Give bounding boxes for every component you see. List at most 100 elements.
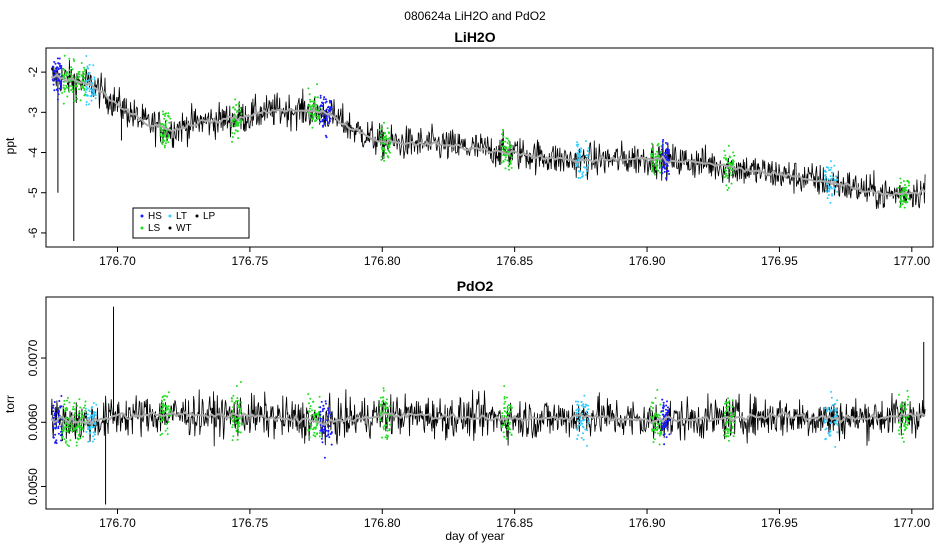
calibration-point [236, 397, 239, 400]
calibration-cluster [823, 160, 839, 204]
calibration-point [666, 151, 669, 154]
calibration-point [380, 155, 383, 158]
calibration-cluster [378, 387, 392, 440]
calibration-point [577, 419, 580, 422]
calibration-point [660, 169, 663, 171]
calibration-point [665, 408, 667, 411]
calibration-point [503, 415, 506, 417]
calibration-point [55, 426, 58, 429]
calibration-point [83, 68, 86, 71]
calibration-point [667, 410, 670, 412]
calibration-point [77, 77, 79, 80]
calibration-point [656, 388, 659, 391]
calibration-point [58, 73, 61, 76]
calibration-point [389, 141, 391, 144]
calibration-point [312, 428, 315, 430]
calibration-point [159, 434, 162, 436]
calibration-point [732, 160, 735, 163]
calibration-point [83, 76, 86, 79]
calibration-point [381, 436, 384, 439]
x-tick-label: 176.75 [232, 516, 269, 530]
calibration-point [732, 151, 735, 154]
calibration-point [73, 412, 76, 414]
calibration-point [322, 432, 325, 434]
raw-series-layer [50, 59, 926, 210]
calibration-point [664, 423, 667, 426]
calibration-point [733, 421, 736, 424]
calibration-point [75, 441, 78, 444]
calibration-point [324, 98, 327, 101]
calibration-point [665, 413, 668, 415]
calibration-point [83, 406, 85, 409]
calibration-point [733, 412, 735, 415]
calibration-point [382, 428, 385, 430]
calibration-point [661, 146, 664, 149]
calibration-point [238, 422, 241, 425]
calibration-point [237, 406, 240, 409]
calibration-point [384, 401, 387, 404]
calibration-point [382, 404, 385, 407]
calibration-point [310, 414, 313, 417]
calibration-point [163, 139, 165, 142]
calibration-point [389, 143, 391, 146]
calibration-point [77, 413, 80, 416]
calibration-point [665, 420, 668, 423]
calibration-point [387, 131, 390, 134]
calibration-point [509, 146, 512, 149]
calibration-point [729, 422, 732, 425]
calibration-point [836, 420, 838, 422]
calibration-point [386, 417, 389, 420]
calibration-point [383, 159, 386, 162]
calibration-point [576, 428, 579, 431]
calibration-point [668, 433, 671, 436]
calibration-point [162, 416, 165, 419]
calibration-point [579, 149, 582, 152]
calibration-point [85, 430, 88, 433]
calibration-cluster [159, 391, 172, 436]
calibration-point [502, 128, 504, 131]
calibration-point [92, 402, 95, 404]
calibration-point [658, 443, 661, 446]
calibration-point [70, 89, 73, 92]
calibration-point [164, 115, 166, 117]
calibration-point [64, 441, 67, 444]
calibration-point [162, 113, 165, 116]
calibration-point [380, 403, 383, 406]
calibration-point [501, 414, 504, 417]
calibration-point [52, 436, 55, 439]
x-axis: 176.70 176.75 176.80 176.85 176.90 176.95 177.… [99, 509, 930, 530]
calibration-point [508, 428, 511, 431]
calibration-point [386, 402, 389, 405]
calibration-point [65, 73, 68, 75]
calibration-point [159, 411, 162, 414]
calibration-point [383, 121, 385, 124]
calibration-point [901, 203, 904, 206]
calibration-point [722, 434, 725, 437]
calibration-point [504, 400, 507, 403]
calibration-point [586, 156, 589, 159]
calibration-point [899, 198, 902, 201]
calibration-point [76, 73, 79, 76]
calibration-point [85, 103, 88, 106]
y-axis-label: ppt [3, 137, 17, 154]
calibration-point [320, 437, 323, 440]
y-axis: 0.0050 0.0060 0.0070 [26, 339, 46, 505]
calibration-point [726, 427, 729, 430]
calibration-point [503, 385, 506, 388]
calibration-point [160, 123, 163, 125]
calibration-point [906, 398, 909, 401]
calibration-point [503, 410, 506, 413]
calibration-point [69, 439, 72, 442]
calibration-point [165, 119, 168, 122]
calibration-point [59, 67, 62, 70]
calibration-point [65, 426, 68, 428]
calibration-point [53, 61, 56, 63]
calibration-point [86, 67, 89, 70]
calibration-point [232, 394, 235, 397]
calibration-point [509, 421, 511, 424]
calibration-point [500, 145, 503, 148]
calibration-point [89, 431, 92, 434]
calibration-point [309, 100, 312, 103]
calibration-point [68, 426, 71, 429]
calibration-point [84, 400, 87, 403]
